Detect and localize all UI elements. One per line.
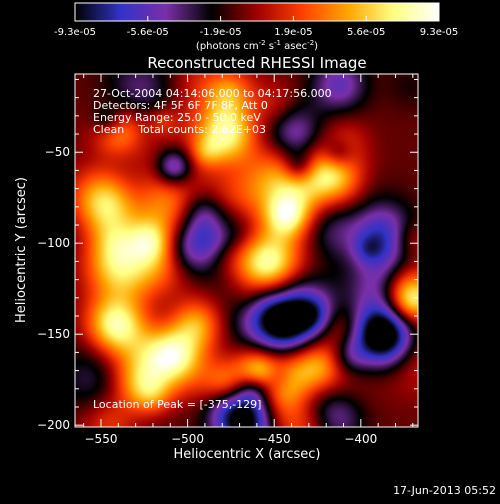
x-axis-title: Heliocentric X (arcsec) [174, 447, 321, 462]
annotation-energy: Energy Range: 25.0 - 50.0 keV [93, 111, 261, 124]
x-axis-ticks: −550 −500 −450 −400 [83, 74, 414, 446]
plot-frame [74, 73, 419, 428]
y-axis-title: Heliocentric Y (arcsec) [14, 177, 29, 323]
colorbar-ticks: -9.3e-05 -5.6e-05 -1.9e-05 1.9e-05 5.6e-05 9.… [54, 16, 458, 38]
annotation-peak: Location of Peak = [-375,-129] [93, 398, 261, 411]
colorbar-tick-label: 5.6e-05 [347, 27, 385, 38]
x-tick-label: −450 [258, 432, 291, 446]
annotation-detectors: Detectors: 4F 5F 6F 7F 8F, Att 0 [93, 99, 268, 112]
x-tick-label: −550 [85, 432, 118, 446]
x-tick-label: −400 [344, 432, 377, 446]
heatmap-image [75, 74, 418, 427]
y-tick-label: −200 [37, 418, 70, 432]
annotation-time-range: 27-Oct-2004 04:14:06.000 to 04:17:56.000 [93, 87, 332, 100]
y-axis-ticks: −50 −100 −150 −200 [37, 78, 418, 432]
colorbar-tick-label: -1.9e-05 [200, 27, 242, 38]
colorbar [74, 2, 440, 22]
y-tick-label: −50 [45, 145, 70, 159]
footer-date: 17-Jun-2013 05:52 [393, 484, 496, 497]
x-tick-label: −500 [171, 432, 204, 446]
colorbar-tick-label: -9.3e-05 [54, 27, 96, 38]
chart-title: Reconstructed RHESSI Image [147, 54, 366, 72]
colorbar-tick-label: 1.9e-05 [274, 27, 312, 38]
y-tick-label: −150 [37, 327, 70, 341]
colorbar-tick-label: -5.6e-05 [127, 27, 169, 38]
y-tick-label: −100 [37, 236, 70, 250]
heatmap-holder [75, 74, 418, 427]
annotation-clean: Clean Total counts: 2.62E+03 [93, 123, 266, 136]
colorbar-label: (photons cm-2 s-1 asec-2) [196, 39, 318, 52]
colorbar-tick-label: 9.3e-05 [420, 27, 458, 38]
